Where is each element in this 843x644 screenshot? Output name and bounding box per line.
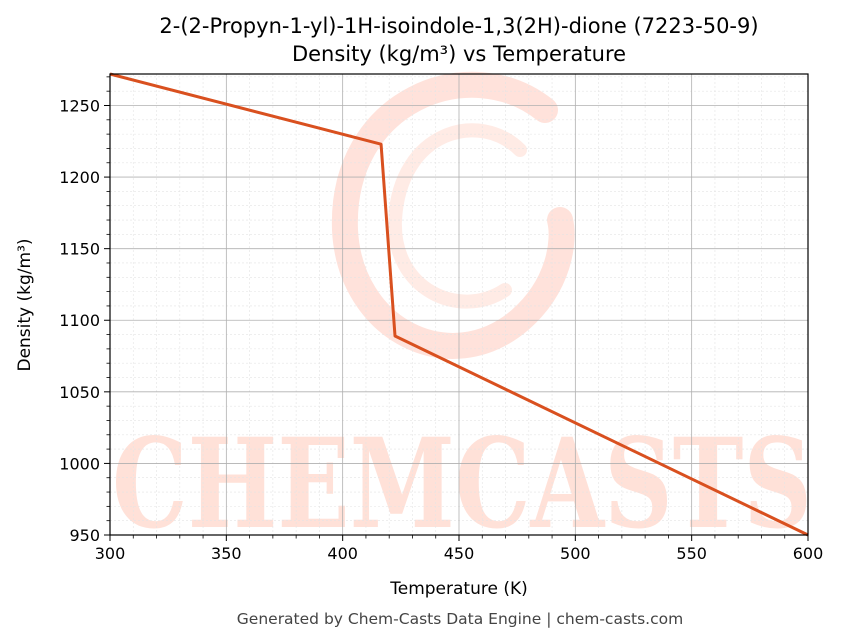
y-axis-label: Density (kg/m³) bbox=[15, 238, 35, 371]
y-tick-label: 1200 bbox=[59, 168, 100, 187]
x-tick-label: 500 bbox=[560, 544, 591, 563]
x-tick-label: 350 bbox=[211, 544, 242, 563]
x-tick-label: 550 bbox=[676, 544, 707, 563]
y-tick-label: 950 bbox=[69, 526, 100, 545]
x-axis-label: Temperature (K) bbox=[389, 579, 528, 599]
y-tick-label: 1100 bbox=[59, 311, 100, 330]
x-tick-label: 450 bbox=[444, 544, 475, 563]
chart-title-line2: Density (kg/m³) vs Temperature bbox=[292, 42, 626, 66]
x-tick-label: 600 bbox=[793, 544, 824, 563]
density-series-line bbox=[109, 72, 809, 537]
y-tick-label: 1250 bbox=[59, 96, 100, 115]
footer-credit: Generated by Chem-Casts Data Engine | ch… bbox=[237, 610, 683, 628]
y-tick-label: 1000 bbox=[59, 454, 100, 473]
x-tick-label: 300 bbox=[95, 544, 126, 563]
y-tick-label: 1150 bbox=[59, 240, 100, 259]
watermark: CHEMCASTS bbox=[112, 71, 812, 557]
x-tick-label: 400 bbox=[327, 544, 358, 563]
y-axis-ticks: 950 1000 1050 1100 1150 1200 1250 bbox=[59, 76, 110, 545]
chart-title-line1: 2-(2-Propyn-1-yl)-1H-isoindole-1,3(2H)-d… bbox=[159, 14, 758, 38]
y-tick-label: 1050 bbox=[59, 383, 100, 402]
watermark-text: CHEMCASTS bbox=[112, 412, 812, 557]
x-axis-ticks: 300 350 400 450 500 550 600 bbox=[95, 535, 824, 563]
